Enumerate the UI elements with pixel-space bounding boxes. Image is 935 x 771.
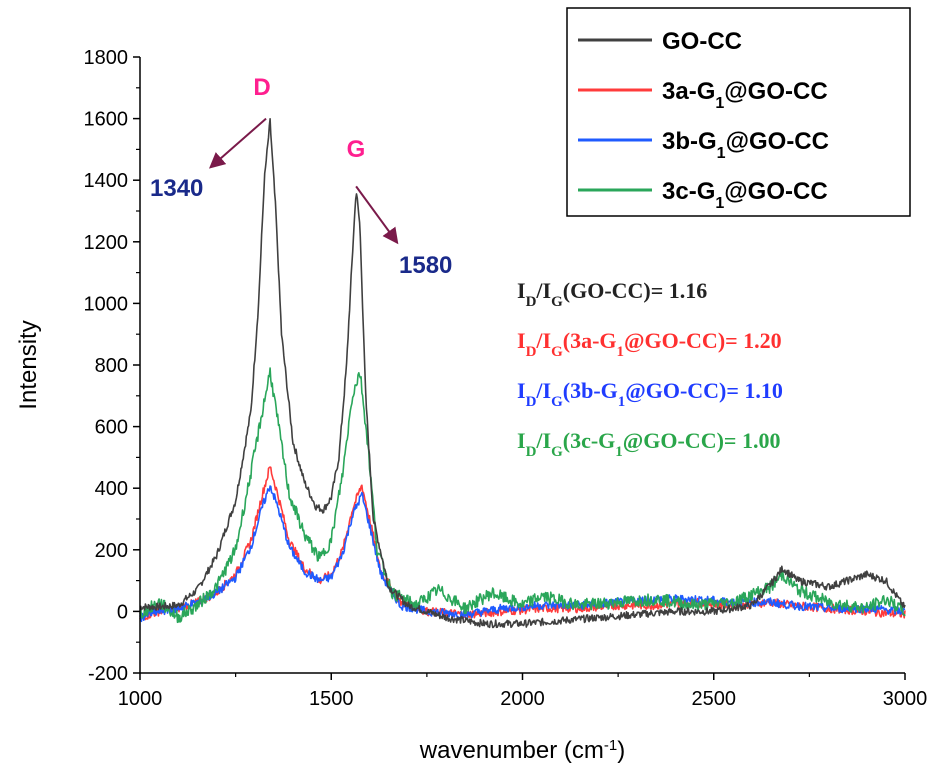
legend-box <box>566 7 911 217</box>
x-tick-label: 3000 <box>883 688 928 710</box>
x-tick-label: 2000 <box>500 688 545 710</box>
x-axis-title: wavenumber (cm-1) <box>419 737 625 765</box>
peak-d-arrow <box>208 117 267 169</box>
series-line-1 <box>139 118 906 629</box>
y-tick-label: 800 <box>95 355 128 377</box>
y-axis-title: Intensity <box>15 320 42 409</box>
y-tick-label: 1000 <box>84 293 129 315</box>
axes-layer: -200 0 200 400 600 800 1000 1200 1400 1600 1800 100… <box>15 47 927 764</box>
x-tick-label: 1000 <box>118 688 163 710</box>
series-line-4 <box>139 367 906 624</box>
y-tick-label: 200 <box>95 540 128 562</box>
peak-g-arrow <box>355 185 399 245</box>
legend-label-4: 3c-G1@GO-CC <box>662 178 828 212</box>
y-tick-label: 1600 <box>84 109 129 131</box>
y-tick-label: 1400 <box>84 170 129 192</box>
series-layer <box>139 118 906 629</box>
legend: GO-CC 3a-G1@GO-CC 3b-G1@GO-CC 3c-G1@GO-CC <box>566 7 911 217</box>
y-tick-label: -200 <box>88 663 128 685</box>
x-tick-label: 1500 <box>309 688 354 710</box>
series-line-2 <box>139 466 906 621</box>
x-tick-label: 2500 <box>692 688 737 710</box>
ratio-label-2: ID/IG(3a-G1@GO-CC)= 1.20 <box>517 328 782 360</box>
peak-g-value: 1580 <box>399 252 452 279</box>
ratio-label-3: ID/IG(3b-G1@GO-CC)= 1.10 <box>517 378 783 410</box>
y-tick-label: 1200 <box>84 232 129 254</box>
y-tick-label: 1800 <box>84 47 129 69</box>
peak-g-letter: G <box>347 136 366 163</box>
peak-d-letter: D <box>253 74 270 101</box>
ratio-label-4: ID/IG(3c-G1@GO-CC)= 1.00 <box>517 428 780 460</box>
ratio-label-1: ID/IG(GO-CC)= 1.16 <box>517 278 707 310</box>
y-tick-label: 600 <box>95 417 128 439</box>
y-tick-label: 400 <box>95 478 128 500</box>
legend-label-3: 3b-G1@GO-CC <box>662 128 829 162</box>
legend-label-1: GO-CC <box>662 28 742 55</box>
peak-d-value: 1340 <box>150 175 203 202</box>
legend-label-2: 3a-G1@GO-CC <box>662 78 828 112</box>
annotation-layer: D 1340 G 1580 ID/IG(GO-CC)= 1.16 ID/IG(3a-G1@… <box>150 74 783 460</box>
y-tick-label: 0 <box>117 601 128 623</box>
